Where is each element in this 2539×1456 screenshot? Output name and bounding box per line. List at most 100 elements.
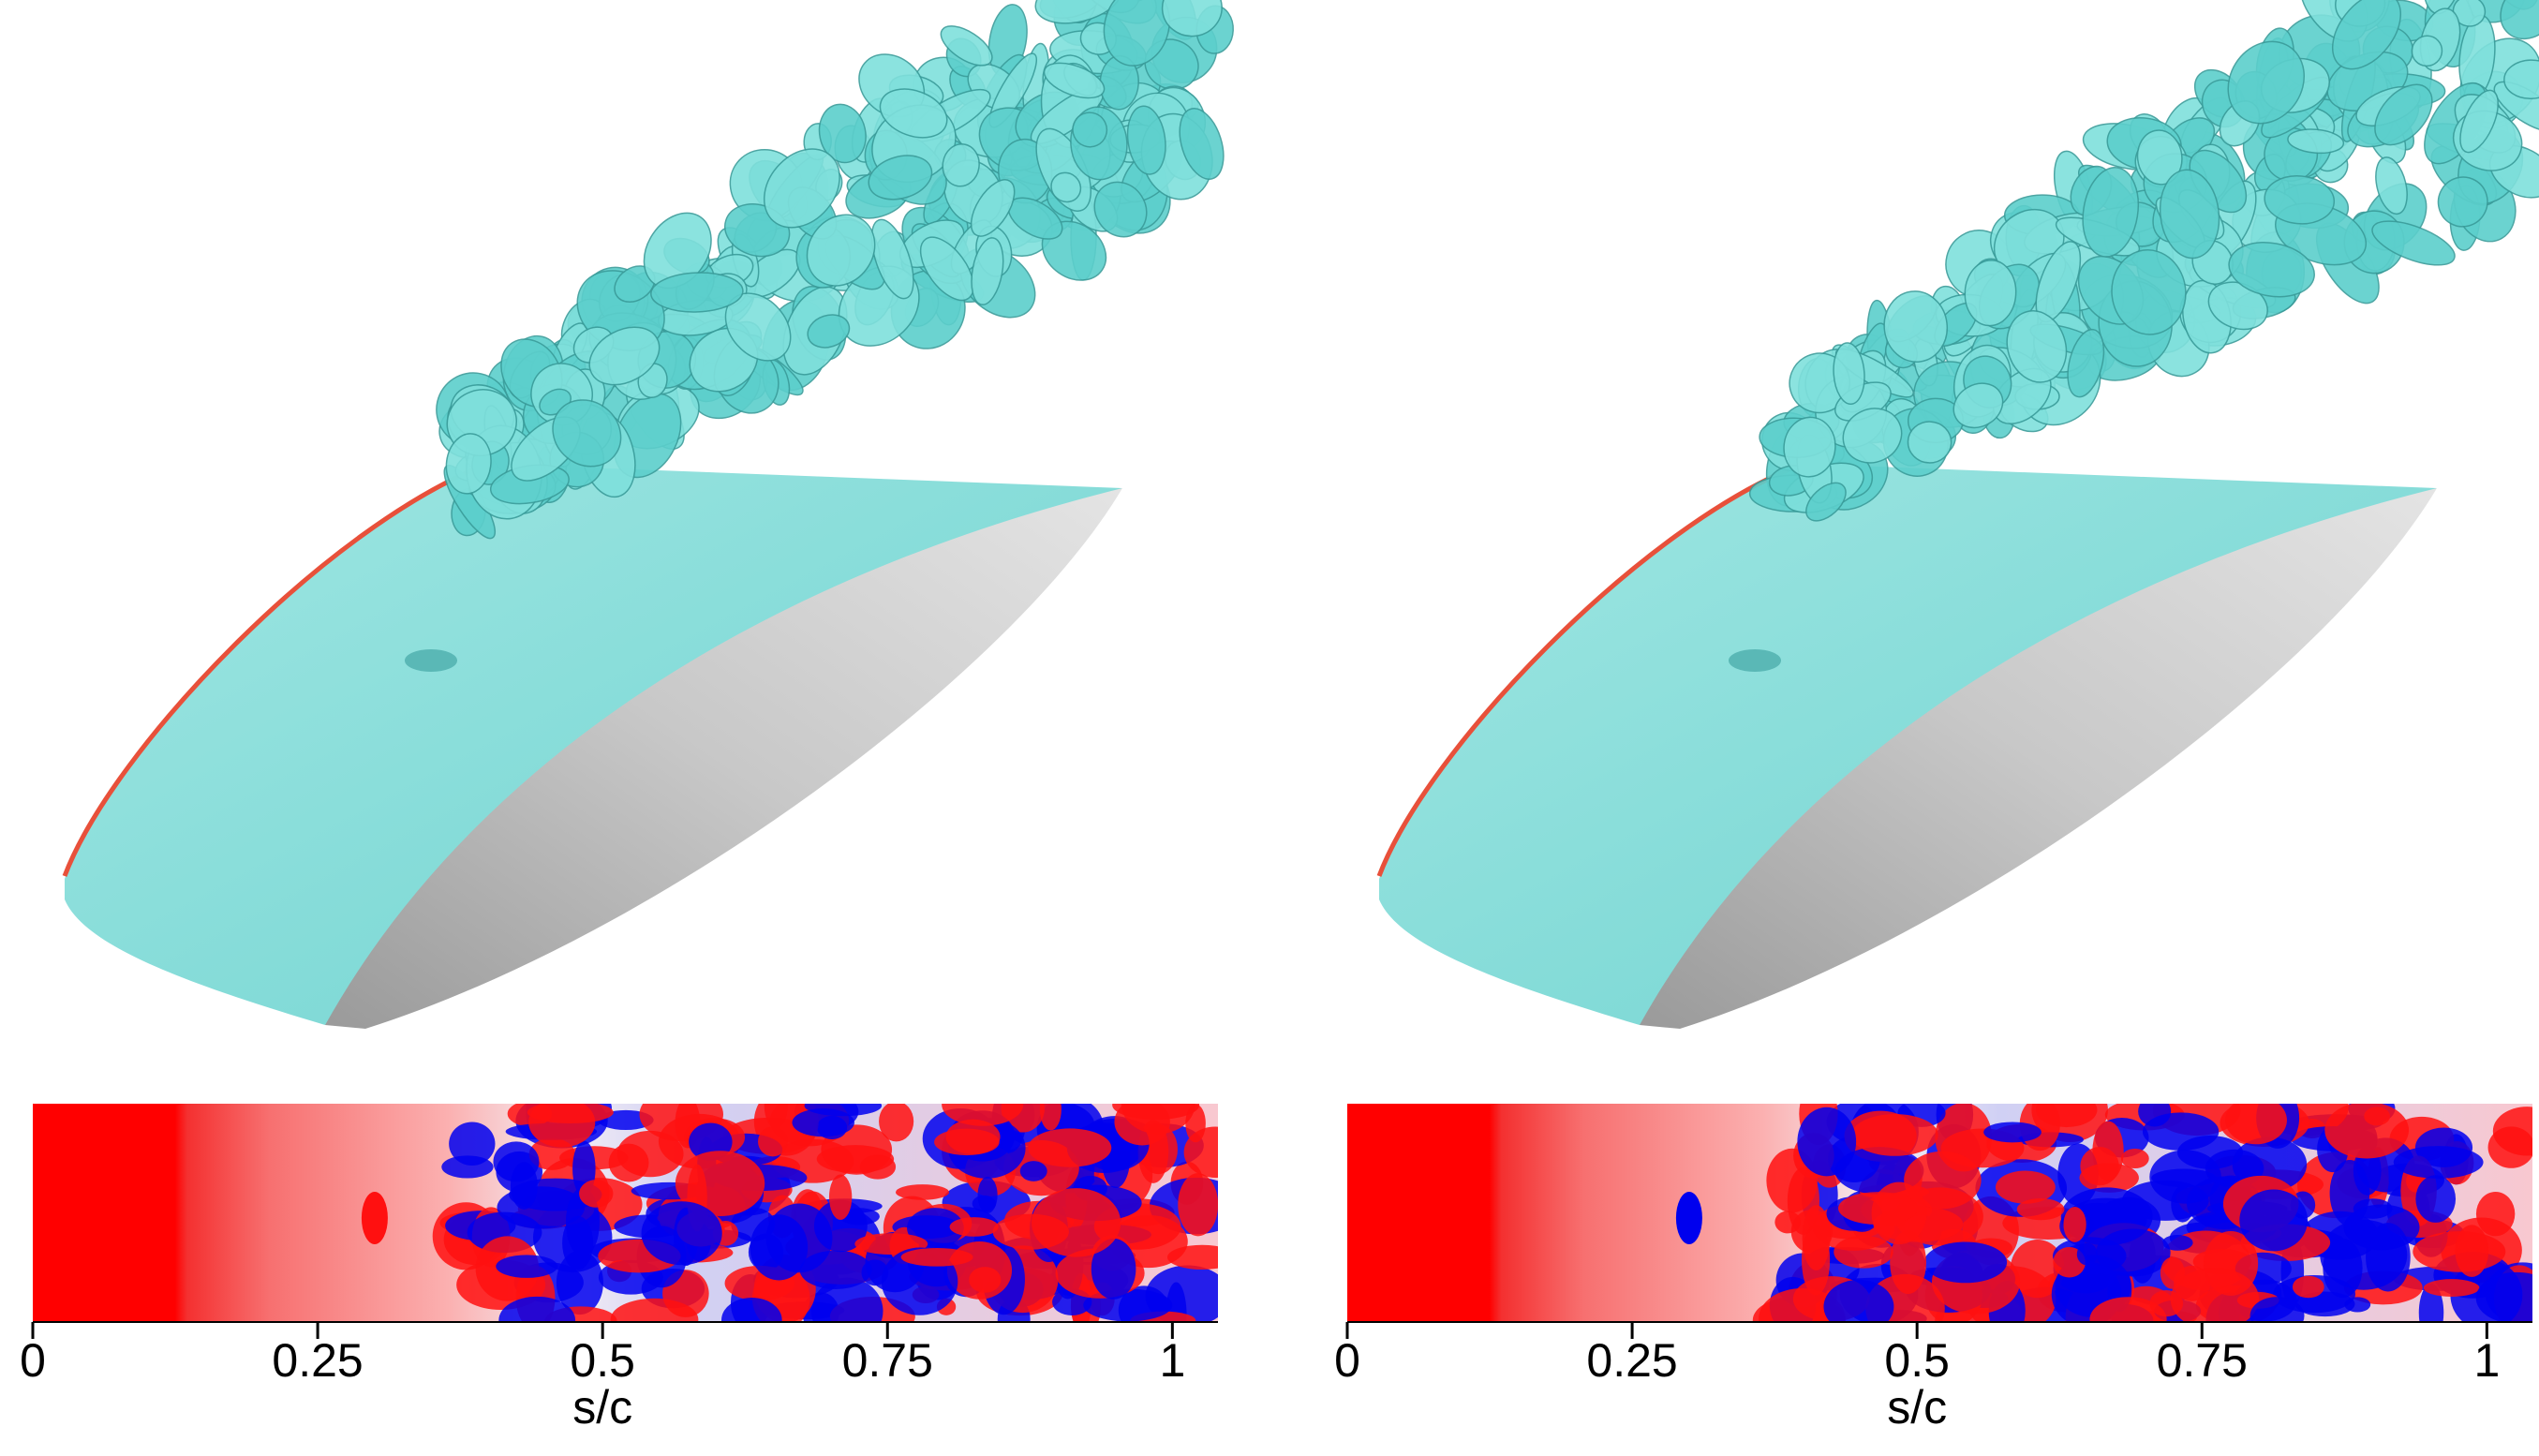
hole (405, 649, 457, 672)
vortex-blob (2459, 89, 2499, 154)
contour-blob (816, 1145, 895, 1173)
vortex-blob (1072, 111, 1108, 148)
panel: 0 0.25 0.5 0.75 1 s/c (1334, 0, 2539, 1434)
airfoil-side (1640, 488, 2437, 1029)
contour-blob (528, 1104, 596, 1148)
contour-blob (828, 1174, 853, 1220)
airfoil-side (325, 488, 1122, 1029)
vortex-blob (2411, 35, 2443, 67)
vortex-blob (1043, 62, 1106, 99)
x-axis-label: s/c (1887, 1381, 1947, 1434)
contour-blob (1121, 1104, 1195, 1135)
vortex-blob (1179, 108, 1225, 180)
contour-blob (1019, 1161, 1047, 1181)
contour-blob (2366, 1223, 2411, 1292)
contour-blob (949, 1217, 999, 1237)
vortex-blob (1883, 290, 1949, 363)
contour-blob (2225, 1104, 2287, 1145)
contour-blob (2089, 1297, 2167, 1322)
vortex-blob (879, 88, 948, 139)
vortex-blob (868, 155, 933, 201)
vortex-blob (1833, 342, 1865, 406)
contour-blob (1797, 1107, 1857, 1177)
vortex-blob (643, 212, 712, 290)
contour-blob (1028, 1128, 1112, 1167)
contour-blob (2249, 1297, 2305, 1322)
vortex-blob (2503, 59, 2539, 100)
contour-blob (496, 1255, 558, 1278)
x-tick-label: 0.25 (1586, 1334, 1677, 1387)
contour-blob (2324, 1104, 2410, 1159)
vortex-blob (1783, 416, 1836, 478)
contour-blob (1890, 1230, 1926, 1295)
panel: 0 0.25 0.5 0.75 1 s/c (20, 0, 1234, 1434)
contour-blob (1904, 1151, 1982, 1210)
contour-blob (2455, 1225, 2489, 1277)
vortex-blob (1126, 105, 1166, 175)
x-axis-label: s/c (572, 1381, 632, 1434)
contour-blob (449, 1122, 496, 1166)
vortex-blob (2136, 129, 2183, 186)
contour-blob (2323, 1238, 2363, 1299)
contour-blob (750, 1214, 809, 1281)
vortex-blob (763, 148, 840, 229)
vortex-blob (942, 143, 980, 187)
contour-blob (1834, 1235, 1893, 1269)
vortex-blob (2371, 220, 2456, 266)
contour-blob (2415, 1175, 2457, 1223)
x-tick-label: 0.25 (272, 1334, 363, 1387)
contour-blob (799, 1250, 872, 1289)
contour-blob (896, 1184, 950, 1200)
vortex-blob (2375, 156, 2408, 215)
vortex-blob (971, 237, 1004, 305)
contour-strip (33, 1104, 1218, 1322)
x-tick-label: 0.5 (1884, 1334, 1950, 1387)
contour-blob (2393, 1146, 2484, 1179)
render-3d (62, 0, 1234, 1029)
vortex-blob (2159, 169, 2220, 260)
contour-blob (1995, 1170, 2056, 1204)
vortex-blob (1161, 0, 1223, 37)
leading-edge (1376, 461, 1804, 877)
vortex-blob (1050, 171, 1082, 203)
vortex-blob (552, 399, 622, 468)
vortex-blob (2500, 0, 2539, 40)
x-tick-label: 0.75 (842, 1334, 933, 1387)
vortex-blob (2287, 128, 2345, 155)
contour-blob (2010, 1239, 2065, 1299)
contour-blob (2475, 1191, 2516, 1237)
vortex-blob (919, 236, 974, 302)
contour-blob (757, 1126, 788, 1157)
contour-blob (1032, 1188, 1121, 1257)
contour-blob (721, 1297, 782, 1322)
contour-blob (641, 1201, 722, 1266)
contour-blob (2170, 1268, 2260, 1322)
contour-blob (879, 1104, 914, 1142)
vortex-blob (2111, 249, 2187, 335)
vortex-blob (970, 179, 1016, 237)
vortex-blob (2006, 310, 2068, 383)
x-tick-label: 0.75 (2157, 1334, 2248, 1387)
vortex-blob (2452, 0, 2487, 27)
contour-blob (510, 1162, 538, 1210)
contour-blob (1823, 1279, 1894, 1322)
vortex-blob (650, 272, 744, 313)
vortex-blob (2437, 176, 2488, 228)
vortex-blob (870, 218, 914, 300)
contour-blob (900, 1247, 973, 1267)
x-tick-label: 1 (1159, 1334, 1185, 1387)
vortex-blob (1034, 0, 1122, 24)
contour-blob (804, 1104, 883, 1117)
contour-blob (1183, 1126, 1218, 1178)
vortex-blob (806, 214, 876, 287)
vortex-blob (445, 433, 492, 495)
vortex-blob (1907, 421, 1953, 464)
vortex-blob (1103, 0, 1170, 67)
contour-blob (2016, 1198, 2065, 1221)
contour-blob (2076, 1242, 2098, 1266)
contour-blob (1851, 1114, 1938, 1156)
contour-blob (764, 1104, 788, 1129)
contour-blob (2492, 1107, 2532, 1156)
